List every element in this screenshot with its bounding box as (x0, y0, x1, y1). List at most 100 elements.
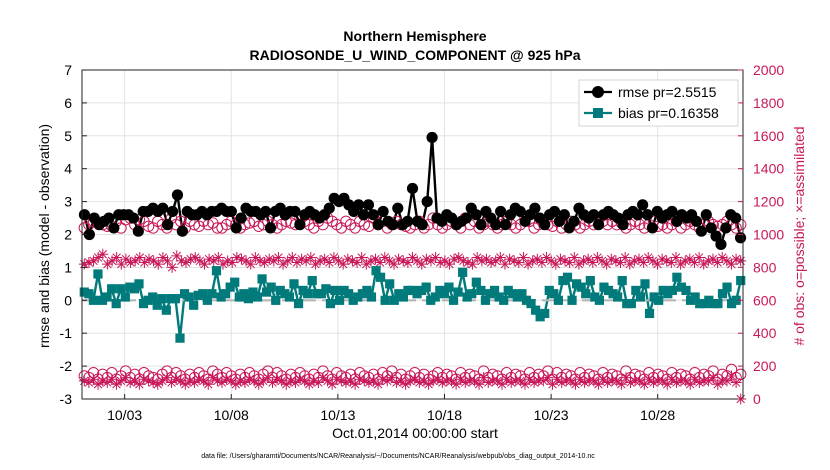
series-0-point (470, 209, 482, 221)
y-left-tick-label: -1 (60, 325, 73, 341)
series-1-point (430, 292, 440, 302)
series-3-point (425, 255, 437, 267)
series-3-point (342, 253, 354, 265)
series-5-point (730, 377, 742, 389)
series-1-point (344, 289, 354, 299)
y-right-tick-label: 0 (753, 391, 761, 407)
series-1-point (321, 284, 331, 294)
series-0-point (402, 215, 414, 227)
series-5-point (395, 375, 407, 387)
series-5-point (569, 378, 581, 390)
series-0-point (162, 219, 174, 231)
series-3-point (337, 258, 349, 270)
series-5-point (726, 370, 738, 382)
series-1-point (530, 305, 541, 315)
series-3-point (263, 253, 275, 265)
series-5-point (602, 377, 614, 389)
series-1-point (120, 292, 130, 302)
series-3-point (148, 255, 160, 267)
series-5-point (579, 377, 591, 389)
series-1-point (635, 292, 646, 302)
series-5-point (276, 375, 288, 387)
series-1-point (211, 266, 222, 276)
series-5-point (331, 373, 343, 385)
legend-box (578, 79, 739, 127)
series-1-point (148, 292, 158, 302)
series-1-point (476, 285, 486, 296)
series-5-point (514, 375, 526, 387)
series-3-point (231, 252, 243, 264)
series-3-point (628, 255, 640, 267)
y-right-tick-label: 1000 (753, 227, 784, 243)
series-3-point (134, 252, 146, 264)
series-1-point (631, 285, 641, 296)
series-3-point (346, 255, 358, 267)
series-1-point (289, 279, 299, 289)
series-3-point (314, 255, 326, 267)
series-1-point (448, 295, 459, 305)
series-5-point (262, 372, 274, 384)
series-3-point (319, 253, 331, 265)
series-3-point (254, 255, 266, 267)
series-0-point (157, 202, 169, 214)
y-left-tick-label: 3 (64, 194, 72, 210)
y-right-tick-label: 1400 (753, 161, 784, 177)
series-5-point (244, 373, 256, 385)
series-0-point (362, 199, 375, 211)
series-4-point (735, 368, 747, 381)
series-5-point (340, 377, 352, 389)
series-1-point (88, 295, 98, 305)
series-1-point (444, 282, 454, 292)
series-0-point (377, 205, 389, 218)
series-0-point (166, 205, 179, 218)
series-5-point (501, 373, 513, 385)
series-5-point (285, 375, 297, 387)
series-5-point (547, 378, 559, 390)
series-5-point (221, 373, 233, 385)
series-5-point (367, 375, 379, 387)
y-left-tick-label: 2 (64, 227, 72, 243)
series-1-point (398, 292, 408, 302)
series-0-point (539, 219, 551, 231)
series-3-point (490, 255, 502, 267)
series-5-point (473, 378, 485, 390)
series-1-point (585, 275, 595, 286)
series-5-point (87, 373, 99, 385)
series-3-point (259, 256, 271, 268)
x-tick-label: 10/18 (427, 407, 462, 423)
series-0-point (387, 219, 399, 231)
series-5-point (404, 375, 416, 387)
x-tick-label: 10/13 (320, 407, 355, 423)
x-tick-label: 10/28 (640, 407, 675, 423)
series-1-point (230, 277, 240, 287)
series-3-point (624, 258, 636, 270)
series-5-point (537, 375, 549, 387)
y-left-tick-label: 6 (64, 95, 72, 111)
series-1-point (262, 287, 272, 297)
series-0-point (568, 215, 580, 227)
series-3-point (152, 258, 164, 270)
series-3-point (499, 258, 511, 270)
series-3-point (328, 252, 340, 264)
series-5-point (354, 373, 366, 385)
series-0-point (127, 212, 140, 224)
series-3-point (129, 255, 141, 267)
series-3-point (578, 255, 590, 267)
series-5-point (349, 378, 361, 390)
series-0-point (357, 209, 370, 221)
series-5-point (519, 378, 531, 390)
series-5-point (101, 377, 113, 389)
y-right-tick-label: 2000 (753, 62, 784, 78)
series-5-point (703, 375, 715, 387)
series-1-point (243, 294, 253, 304)
series-5-point (280, 378, 292, 390)
series-5-point (381, 375, 393, 387)
series-5-point (230, 378, 242, 390)
series-5-point (303, 378, 315, 390)
series-3-point (554, 253, 566, 265)
chart-title: Northern Hemisphere (343, 28, 486, 44)
series-3-point (365, 255, 377, 267)
series-3-point (397, 255, 409, 267)
series-3-point (120, 253, 132, 265)
